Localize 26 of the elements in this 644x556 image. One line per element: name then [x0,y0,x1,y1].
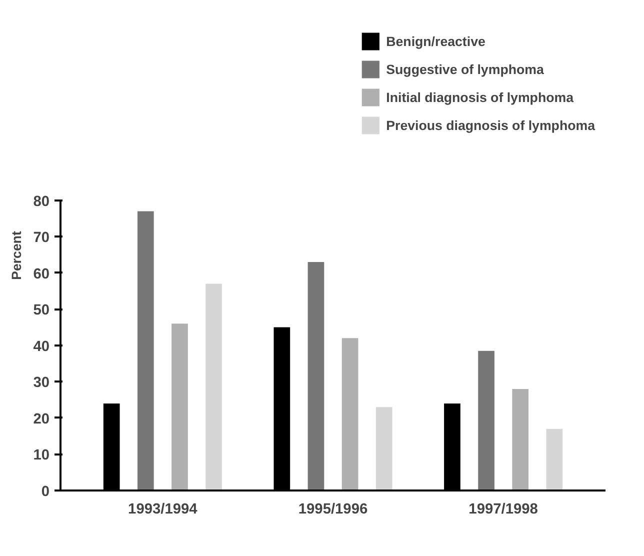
bar [206,284,222,490]
y-tick-label: 20 [33,411,50,428]
y-axis-title: Percent [9,230,24,280]
bar [342,338,358,490]
bar [546,428,563,490]
y-tick-label: 60 [33,266,50,282]
bar [172,324,188,490]
x-tick-label: 1997/1998 [468,502,538,518]
y-tick-label: 0 [41,484,50,500]
bar [478,350,494,490]
legend-label: Initial diagnosis of lymphoma [386,90,574,104]
y-tick-label: 50 [33,302,50,319]
y-tick-label: 30 [33,375,50,392]
y-tick-label: 40 [33,338,50,355]
bar [308,262,324,490]
y-tick-label: 80 [33,194,50,210]
y-tick-label: 10 [33,448,50,464]
x-tick-label: 1993/1994 [128,502,198,518]
legend-label: Previous diagnosis of lymphoma [386,118,595,132]
legend-label: Benign/reactive [386,34,486,48]
bar [137,211,154,490]
bar [512,388,529,490]
bar [376,407,392,490]
x-tick-label: 1995/1996 [298,502,368,518]
legend-label: Suggestive of lymphoma [386,62,544,76]
y-tick-label: 70 [33,230,50,246]
